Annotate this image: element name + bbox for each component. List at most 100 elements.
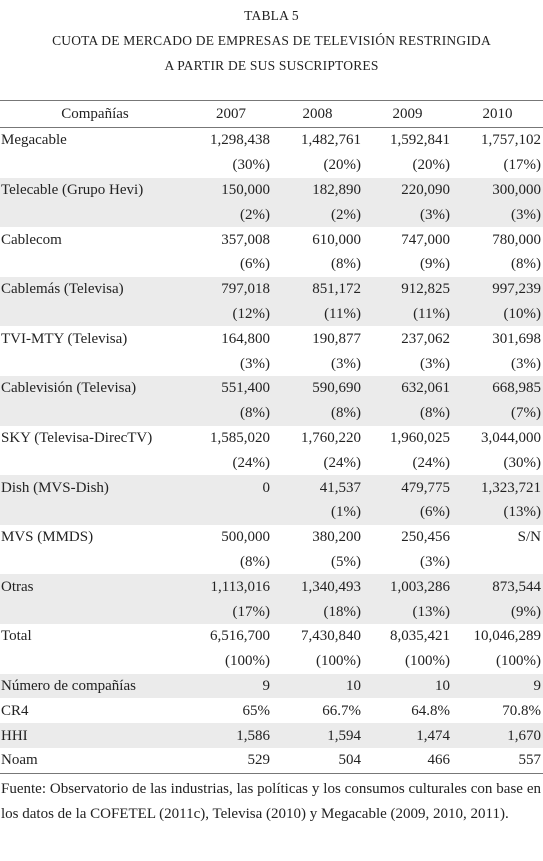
subscribers: 1,003,286: [363, 574, 452, 600]
empty-cell: [0, 649, 190, 674]
company-name: TVI-MTY (Televisa): [1, 330, 128, 347]
subscribers: 6,516,700: [210, 628, 270, 645]
market-share: (7%): [452, 400, 543, 426]
market-share: (5%): [331, 553, 361, 570]
subscribers: 797,018: [190, 276, 272, 302]
company-row: MVS (MMDS) 500,000 380,200 250,456 S/N: [0, 525, 543, 550]
share-row: (24%) (24%) (24%) (30%): [0, 450, 543, 475]
column-header: 2008: [302, 105, 333, 122]
market-share: (100%): [316, 653, 361, 670]
indicator-value: 529: [190, 747, 272, 774]
subscribers: 182,890: [272, 177, 363, 203]
company-name: Cablecom: [1, 231, 62, 248]
company-name: Cablevisión (Televisa): [0, 375, 190, 401]
subscribers: 250,456: [401, 529, 450, 546]
share-row: (30%) (20%) (20%) (17%): [0, 153, 543, 178]
empty-cell: [0, 599, 190, 624]
market-share: (3%): [511, 355, 541, 372]
company-name: Dish (MVS-Dish): [0, 475, 190, 500]
subscribers: 1,760,220: [301, 429, 361, 446]
market-share: (1%): [272, 499, 363, 525]
summary-row: CR4 65% 66.7% 64.8% 70.8%: [0, 698, 543, 723]
market-share: (30%): [503, 454, 542, 471]
market-share: (10%): [452, 301, 543, 327]
empty-cell: [0, 499, 190, 525]
market-share: (24%): [232, 454, 271, 471]
subscribers: 610,000: [312, 231, 361, 248]
market-share: (3%): [331, 355, 361, 372]
company-row: Otras 1,113,016 1,340,493 1,003,286 873,544: [0, 574, 543, 600]
market-share: (8%): [511, 256, 541, 273]
indicator-value: 65%: [242, 702, 271, 719]
table-head: Compañías 2007 2008 2009 2010: [0, 100, 543, 128]
subscribers: S/N: [517, 529, 541, 546]
market-share: (100%): [225, 653, 270, 670]
market-share: (9%): [420, 256, 450, 273]
subscribers: 300,000: [452, 177, 543, 203]
subscribers: 912,825: [363, 276, 452, 302]
share-row: (8%) (5%) (3%): [0, 550, 543, 575]
market-share: (6%): [363, 499, 452, 525]
empty-cell: [0, 450, 190, 475]
footer-note: Fuente: Observatorio de las industrias, …: [1, 781, 541, 822]
empty-cell: [0, 301, 190, 327]
market-share: (3%): [420, 355, 450, 372]
subscribers: 1,757,102: [481, 132, 541, 149]
market-share: (11%): [272, 301, 363, 327]
company-row: Total 6,516,700 7,430,840 8,035,421 10,046,2…: [0, 624, 543, 649]
column-header: 2010: [482, 105, 513, 122]
company-row: Cablecom 357,008 610,000 747,000 780,000: [0, 227, 543, 252]
subscribers: 873,544: [452, 574, 543, 600]
indicator-value: 10: [363, 673, 452, 699]
company-row: Cablevisión (Televisa) 551,400 590,690 632,…: [0, 375, 543, 401]
table-body: Megacable 1,298,438 1,482,761 1,592,841 1,75…: [0, 128, 543, 774]
empty-cell: [0, 252, 190, 277]
share-row: (1%) (6%) (13%): [0, 499, 543, 525]
header-row: Compañías 2007 2008 2009 2010: [0, 100, 543, 128]
company-row: Telecable (Grupo Hevi) 150,000 182,890 220,…: [0, 177, 543, 203]
subscribers: 500,000: [221, 529, 270, 546]
subscribers: 8,035,421: [390, 628, 450, 645]
indicator-name: Noam: [0, 747, 190, 774]
subscribers: 851,172: [272, 276, 363, 302]
company-row: TVI-MTY (Televisa) 164,800 190,877 237,062 3…: [0, 326, 543, 351]
company-row: SKY (Televisa-DirecTV) 1,585,020 1,760,220…: [0, 426, 543, 451]
summary-row: Número de compañías 9 10 10 9: [0, 673, 543, 699]
market-share: (24%): [412, 454, 451, 471]
indicator-value: 1,474: [363, 723, 452, 748]
company-name: Telecable (Grupo Hevi): [0, 177, 190, 203]
indicator-value: 1,594: [272, 723, 363, 748]
market-share: (3%): [363, 202, 452, 228]
share-row: (6%) (8%) (9%) (8%): [0, 252, 543, 277]
subscribers: 190,877: [312, 330, 361, 347]
subscribers: 997,239: [452, 276, 543, 302]
subscribers: 7,430,840: [301, 628, 361, 645]
market-share: (3%): [452, 202, 543, 228]
indicator-name: CR4: [1, 702, 29, 719]
market-share: (100%): [496, 653, 541, 670]
indicator-value: 70.8%: [502, 702, 541, 719]
subscribers: 590,690: [272, 375, 363, 401]
subscribers: 780,000: [492, 231, 541, 248]
market-share: (3%): [240, 355, 270, 372]
market-share: (18%): [272, 599, 363, 624]
indicator-value: 466: [363, 747, 452, 774]
subscribers: 164,800: [221, 330, 270, 347]
subscribers: 479,775: [363, 475, 452, 500]
empty-cell: [0, 153, 190, 178]
share-row: (100%) (100%) (100%) (100%): [0, 649, 543, 674]
table-label: TABLA 5: [244, 8, 299, 23]
market-share: (2%): [272, 202, 363, 228]
indicator-name: HHI: [0, 723, 190, 748]
market-share: (30%): [232, 157, 271, 174]
indicator-value: 1,670: [452, 723, 543, 748]
subscribers: 1,298,438: [210, 132, 270, 149]
subscribers: 0: [190, 475, 272, 500]
market-share: (8%): [190, 400, 272, 426]
subscribers: 1,592,841: [390, 132, 450, 149]
company-row: Megacable 1,298,438 1,482,761 1,592,841 1,75…: [0, 128, 543, 153]
market-share: (20%): [323, 157, 362, 174]
header: TABLA 5 CUOTA DE MERCADO DE EMPRESAS DE …: [0, 0, 543, 78]
market-share: (100%): [405, 653, 450, 670]
